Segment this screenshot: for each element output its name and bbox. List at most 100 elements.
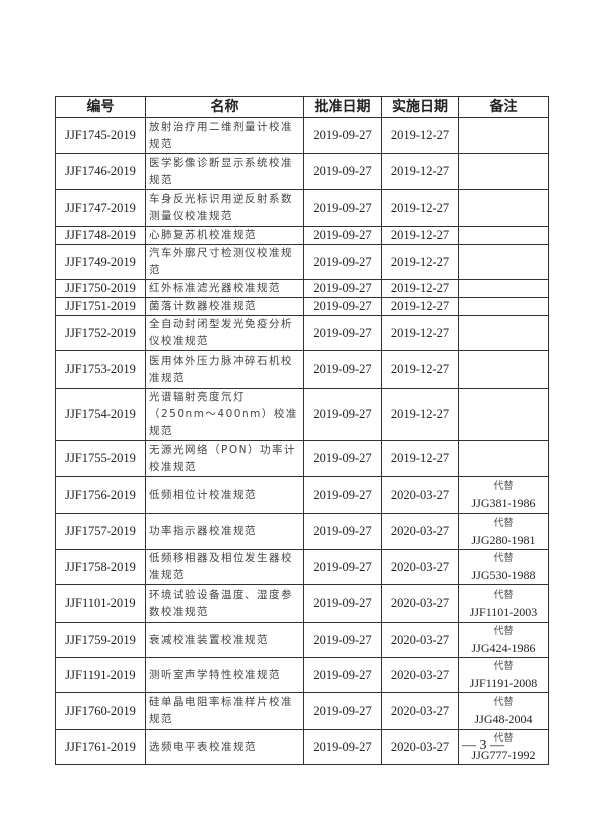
effective-date: 2019-12-27 bbox=[381, 153, 459, 190]
page-number: — 3 — bbox=[462, 738, 504, 753]
approved-date: 2019-09-27 bbox=[303, 117, 382, 154]
table-row: JJF1759-2019 衰减校准装置校准规范 2019-09-27 2020-03-… bbox=[55, 622, 549, 658]
standard-name: 低频移相器及相位发生器校准规范 bbox=[145, 549, 304, 585]
standard-code: JJF1756-2019 bbox=[55, 476, 146, 514]
notes-cell bbox=[458, 297, 549, 316]
approved-date: 2019-09-27 bbox=[303, 549, 382, 585]
standard-name: 心肺复苏机校准规范 bbox=[145, 226, 304, 245]
standard-name: 衰减校准装置校准规范 bbox=[145, 622, 304, 658]
effective-date: 2020-03-27 bbox=[381, 476, 459, 514]
approved-date: 2019-09-27 bbox=[303, 513, 382, 550]
standard-name: 放射治疗用二维剂量计校准规范 bbox=[145, 117, 304, 154]
effective-date: 2019-12-27 bbox=[381, 388, 459, 441]
replaces-label: 代替 bbox=[493, 626, 514, 637]
notes-cell bbox=[458, 117, 549, 154]
replaces-label: 代替 bbox=[493, 481, 514, 492]
notes-cell: 代替 JJG530-1988 bbox=[458, 549, 549, 585]
standard-name: 光谱辐射亮度氘灯（250nm～400nm）校准规范 bbox=[145, 388, 304, 441]
approved-date: 2019-09-27 bbox=[303, 189, 382, 227]
table-row: JJF1747-2019 车身反光标识用逆反射系数测量仪校准规范 2019-09-2… bbox=[55, 189, 549, 227]
effective-date: 2019-12-27 bbox=[381, 440, 459, 477]
standard-name: 医学影像诊断显示系统校准规范 bbox=[145, 153, 304, 190]
standard-code: JJF1749-2019 bbox=[55, 244, 146, 280]
standards-table: 编号 名称 批准日期 实施日期 备注 JJF1745-2019 放射治疗用二维剂量… bbox=[55, 96, 549, 765]
standard-code: JJF1753-2019 bbox=[55, 350, 146, 389]
header-approved-date: 批准日期 bbox=[303, 96, 382, 118]
effective-date: 2020-03-27 bbox=[381, 513, 459, 550]
standard-code: JJF1750-2019 bbox=[55, 279, 146, 298]
replaced-standard: JJG381-1986 bbox=[471, 496, 536, 510]
replaces-label: 代替 bbox=[493, 697, 514, 708]
header-effective-date: 实施日期 bbox=[381, 96, 459, 118]
replaced-standard: JJF1101-2003 bbox=[469, 604, 538, 619]
approved-date: 2019-09-27 bbox=[303, 440, 382, 477]
standard-code: JJF1747-2019 bbox=[55, 189, 146, 227]
effective-date: 2019-12-27 bbox=[381, 189, 459, 227]
notes-cell: 代替 JJG280-1981 bbox=[458, 513, 549, 550]
replaced-standard: JJG777-1992 bbox=[471, 748, 536, 762]
standard-code: JJF1748-2019 bbox=[55, 226, 146, 245]
header-code: 编号 bbox=[55, 96, 146, 118]
approved-date: 2019-09-27 bbox=[303, 279, 382, 298]
standard-name: 红外标准滤光器校准规范 bbox=[145, 279, 304, 298]
approved-date: 2019-09-27 bbox=[303, 657, 382, 693]
standard-name: 无源光网络（PON）功率计校准规范 bbox=[145, 440, 304, 477]
standard-name: 选频电平表校准规范 bbox=[145, 729, 304, 765]
approved-date: 2019-09-27 bbox=[303, 315, 382, 351]
replaced-standard: JJG280-1981 bbox=[471, 532, 536, 547]
approved-date: 2019-09-27 bbox=[303, 244, 382, 280]
table-row: JJF1751-2019 菌落计数器校准规范 2019-09-27 2019-12-2… bbox=[55, 297, 549, 316]
effective-date: 2020-03-27 bbox=[381, 549, 459, 585]
table-row: JJF1748-2019 心肺复苏机校准规范 2019-09-27 2019-12-2… bbox=[55, 226, 549, 245]
standard-name: 硅单晶电阻率标准样片校准规范 bbox=[145, 692, 304, 730]
table-row: JJF1760-2019 硅单晶电阻率标准样片校准规范 2019-09-27 2020… bbox=[55, 692, 549, 730]
approved-date: 2019-09-27 bbox=[303, 153, 382, 190]
replaces-label: 代替 bbox=[493, 733, 514, 744]
approved-date: 2019-09-27 bbox=[303, 584, 382, 623]
approved-date: 2019-09-27 bbox=[303, 350, 382, 389]
table-row: JJF1753-2019 医用体外压力脉冲碎石机校准规范 2019-09-27 201… bbox=[55, 350, 549, 389]
table-row: JJF1752-2019 全自动封闭型发光免疫分析仪校准规范 2019-09-27 2… bbox=[55, 315, 549, 351]
effective-date: 2020-03-27 bbox=[381, 729, 459, 765]
approved-date: 2019-09-27 bbox=[303, 226, 382, 245]
effective-date: 2020-03-27 bbox=[381, 657, 459, 693]
effective-date: 2020-03-27 bbox=[381, 622, 459, 658]
notes-cell: 代替 JJG777-1992 bbox=[458, 729, 549, 765]
standard-name: 菌落计数器校准规范 bbox=[145, 297, 304, 316]
replaces-label: 代替 bbox=[493, 517, 514, 529]
table-row: JJF1750-2019 红外标准滤光器校准规范 2019-09-27 2019-12… bbox=[55, 279, 549, 298]
replaced-standard: JJF1191-2008 bbox=[469, 676, 538, 690]
replaces-label: 代替 bbox=[493, 589, 514, 601]
notes-cell: 代替 JJG48-2004 bbox=[458, 692, 549, 730]
notes-cell bbox=[458, 189, 549, 227]
standard-name: 功率指示器校准规范 bbox=[145, 513, 304, 550]
table-row: JJF1191-2019 测听室声学特性校准规范 2019-09-27 2020-03… bbox=[55, 657, 549, 693]
table-row: JJF1745-2019 放射治疗用二维剂量计校准规范 2019-09-27 2019… bbox=[55, 117, 549, 154]
table-row: JJF1757-2019 功率指示器校准规范 2019-09-27 2020-03-2… bbox=[55, 513, 549, 550]
notes-cell bbox=[458, 153, 549, 190]
standard-code: JJF1101-2019 bbox=[55, 584, 146, 623]
replaced-standard: JJG424-1986 bbox=[471, 641, 536, 655]
approved-date: 2019-09-27 bbox=[303, 476, 382, 514]
effective-date: 2019-12-27 bbox=[381, 244, 459, 280]
approved-date: 2019-09-27 bbox=[303, 622, 382, 658]
notes-cell: 代替 JJF1101-2003 bbox=[458, 584, 549, 623]
standard-name: 汽车外廓尺寸检测仪校准规范 bbox=[145, 244, 304, 280]
standard-code: JJF1759-2019 bbox=[55, 622, 146, 658]
table-row: JJF1101-2019 环境试验设备温度、湿度参数校准规范 2019-09-27 2… bbox=[55, 584, 549, 623]
notes-cell bbox=[458, 226, 549, 245]
table-row: JJF1761-2019 选频电平表校准规范 2019-09-27 2020-03-2… bbox=[55, 729, 549, 765]
standard-code: JJF1755-2019 bbox=[55, 440, 146, 477]
notes-cell bbox=[458, 315, 549, 351]
header-name: 名称 bbox=[145, 96, 304, 118]
effective-date: 2019-12-27 bbox=[381, 297, 459, 316]
standard-name: 环境试验设备温度、湿度参数校准规范 bbox=[145, 584, 304, 623]
header-notes: 备注 bbox=[458, 96, 549, 118]
notes-cell bbox=[458, 350, 549, 389]
notes-cell bbox=[458, 279, 549, 298]
table-row: JJF1758-2019 低频移相器及相位发生器校准规范 2019-09-27 202… bbox=[55, 549, 549, 585]
notes-cell bbox=[458, 440, 549, 477]
effective-date: 2019-12-27 bbox=[381, 226, 459, 245]
table-header-row: 编号 名称 批准日期 实施日期 备注 bbox=[55, 96, 549, 118]
standard-code: JJF1761-2019 bbox=[55, 729, 146, 765]
